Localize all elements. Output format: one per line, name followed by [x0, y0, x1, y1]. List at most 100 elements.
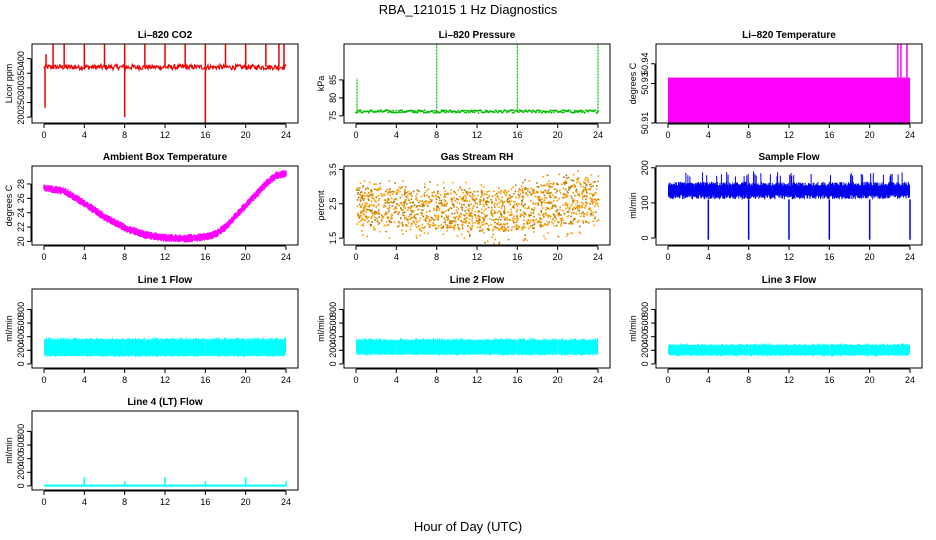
- series-point: [390, 218, 392, 220]
- series-point: [368, 112, 370, 114]
- series-point: [398, 225, 400, 227]
- series-point: [438, 216, 440, 218]
- series-point: [499, 229, 501, 231]
- series-point: [521, 204, 523, 206]
- series-point: [496, 200, 498, 202]
- series-point: [366, 202, 368, 204]
- series-point: [498, 191, 500, 193]
- series-point: [395, 112, 397, 114]
- chart-data-layer: [44, 477, 286, 486]
- y-tick-label: 800: [328, 302, 338, 317]
- series-point: [405, 225, 407, 227]
- series-point: [375, 206, 377, 208]
- series-point: [540, 110, 542, 112]
- chart-data-layer: [44, 170, 286, 242]
- chart-line1: Line 1 Flow0 4 8 12 16 20 240200400600800ml/mi…: [4, 275, 298, 385]
- series-point: [390, 201, 392, 203]
- series-point: [462, 209, 464, 211]
- series-point: [590, 188, 592, 190]
- series-point: [558, 212, 560, 214]
- series-point: [429, 181, 431, 183]
- series-point: [418, 209, 420, 211]
- series-point: [522, 190, 524, 192]
- series-point: [485, 208, 487, 210]
- series-point: [478, 220, 480, 222]
- series-point: [579, 205, 581, 207]
- series-point: [515, 185, 517, 187]
- series-point: [527, 208, 529, 210]
- series-point: [459, 196, 461, 198]
- series-point: [375, 184, 377, 186]
- series-point: [540, 201, 542, 203]
- series-point: [426, 215, 428, 217]
- series-point: [516, 222, 518, 224]
- x-tick-label: 0: [353, 130, 358, 140]
- series-point: [510, 211, 512, 213]
- series-point: [484, 193, 486, 195]
- series-point: [359, 187, 361, 189]
- series-point: [496, 204, 498, 206]
- series-point: [425, 220, 427, 222]
- series-point: [524, 207, 526, 209]
- series-point: [384, 199, 386, 201]
- series-point: [474, 191, 476, 193]
- series-point: [595, 201, 597, 203]
- x-tick-label: 16: [512, 375, 522, 385]
- series-point: [365, 189, 367, 191]
- series-point: [586, 221, 588, 223]
- y-tick-label: 22: [16, 222, 26, 232]
- series-point: [559, 209, 561, 211]
- series-point: [468, 205, 470, 207]
- series-point: [589, 207, 591, 209]
- series-point: [532, 202, 534, 204]
- series-point: [504, 212, 506, 214]
- series-point: [414, 222, 416, 224]
- series-point: [467, 110, 469, 112]
- series-point: [550, 109, 552, 111]
- series-point: [573, 212, 575, 214]
- series-point: [411, 195, 413, 197]
- series-point: [446, 216, 448, 218]
- series-point: [516, 224, 518, 226]
- series-point: [497, 212, 499, 214]
- series-point: [482, 204, 484, 206]
- series-point: [361, 196, 363, 198]
- series-point: [562, 109, 564, 111]
- plot-frame: [32, 166, 298, 245]
- series-point: [483, 206, 485, 208]
- series-point: [418, 226, 420, 228]
- series-point: [495, 227, 497, 229]
- series-point: [492, 234, 494, 236]
- series-point: [482, 193, 484, 195]
- series-point: [558, 215, 560, 217]
- series-point: [362, 198, 364, 200]
- series-point: [405, 186, 407, 188]
- series-point: [523, 196, 525, 198]
- x-tick-label: 24: [593, 252, 603, 262]
- series-point: [542, 207, 544, 209]
- series-point: [596, 185, 598, 187]
- series-point: [404, 190, 406, 192]
- series-point: [494, 203, 496, 205]
- series-point: [463, 196, 465, 198]
- series-point: [580, 233, 582, 235]
- series-point: [580, 186, 582, 188]
- series-point: [565, 180, 567, 182]
- series-point: [459, 187, 461, 189]
- series-point: [582, 191, 584, 193]
- series-point: [422, 224, 424, 226]
- series-point: [421, 209, 423, 211]
- series-point: [441, 212, 443, 214]
- series-point: [444, 190, 446, 192]
- series-point: [402, 204, 404, 206]
- series-point: [446, 202, 448, 204]
- series-point: [498, 198, 500, 200]
- x-tick-label: 16: [824, 375, 834, 385]
- series-point: [507, 211, 509, 213]
- series-point: [484, 210, 486, 212]
- series-point: [545, 224, 547, 226]
- series-point: [474, 211, 476, 213]
- series-point: [540, 226, 542, 228]
- series-point: [563, 182, 565, 184]
- series-point: [546, 207, 548, 209]
